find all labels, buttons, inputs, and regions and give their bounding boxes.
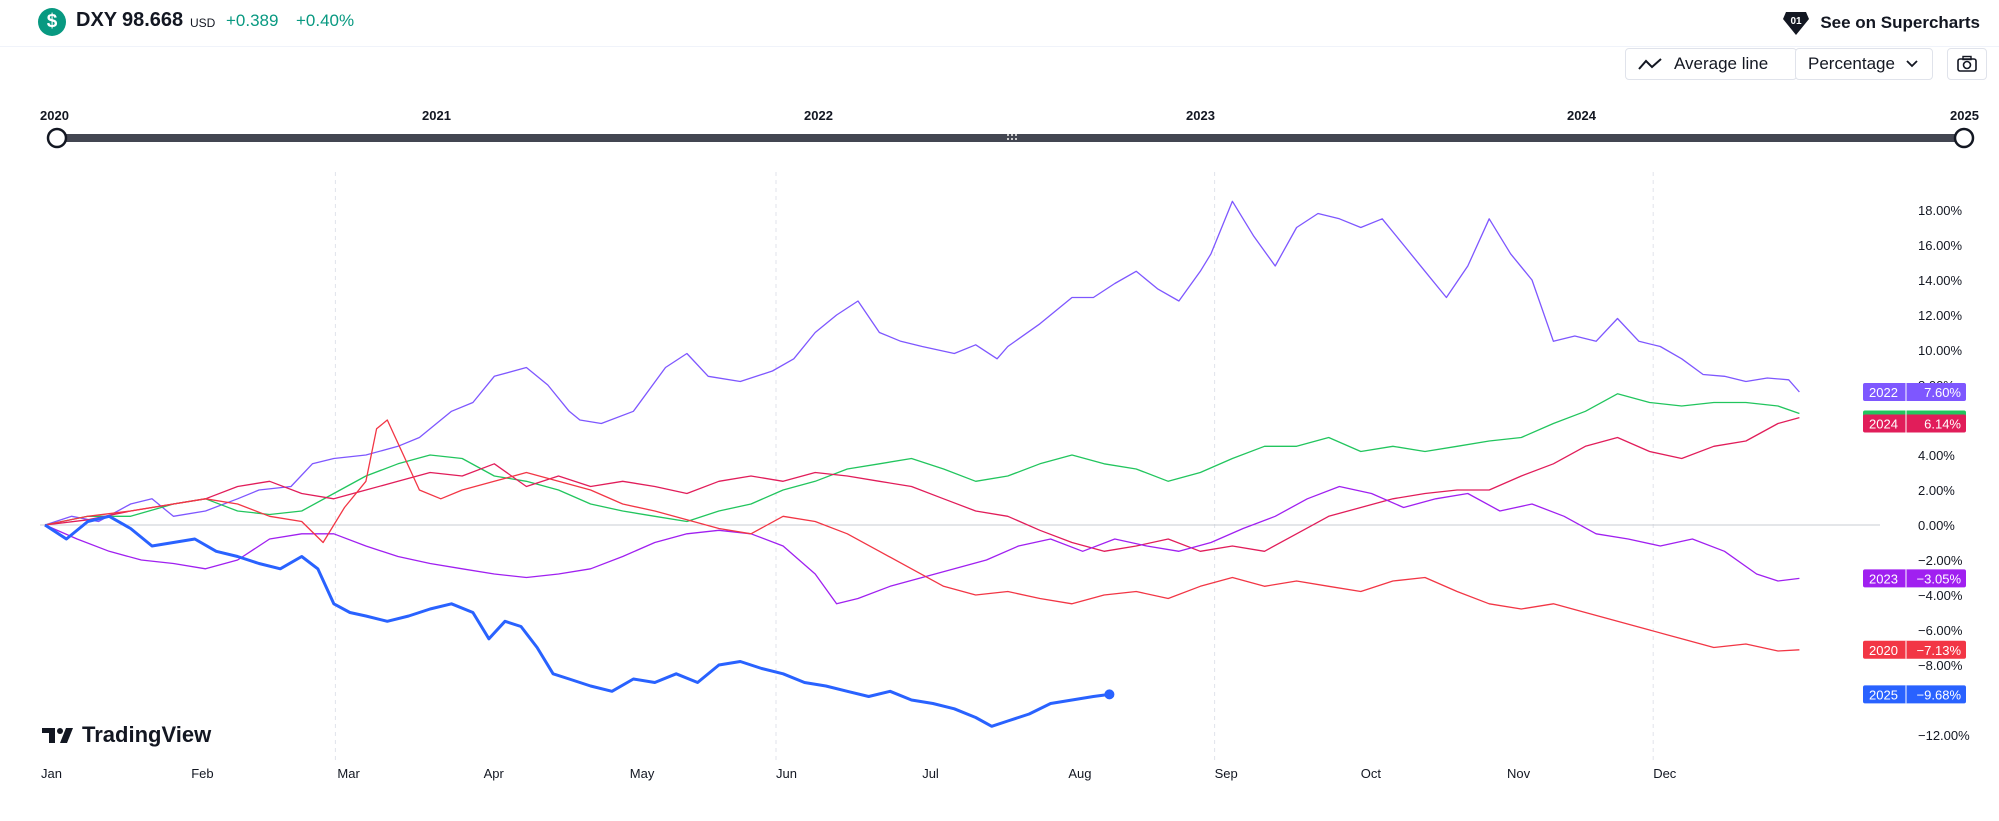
- y-axis-tick-label: 12.00%: [1918, 308, 1963, 323]
- y-axis-tick-label: −4.00%: [1918, 588, 1963, 603]
- x-axis-tick-label: Aug: [1068, 766, 1091, 781]
- series-tag-year: 2020: [1869, 643, 1898, 658]
- series-tag-2020: 2020 −7.13%: [1863, 640, 1966, 659]
- x-axis-tick-label: Dec: [1653, 766, 1677, 781]
- x-axis: Jan Feb Mar Apr May Jun Jul Aug Sep Oct Nov Dec: [41, 766, 1677, 781]
- series-line-2025: [44, 514, 1110, 728]
- series-tag-bg: [1863, 685, 1966, 704]
- series-tag-value: 7.60%: [1924, 385, 1961, 400]
- range-slider-grip-icon[interactable]: [1007, 134, 1017, 140]
- series-line-2021: [44, 393, 1800, 526]
- series-tag-bg: [1863, 383, 1966, 401]
- series-tag-bg: [1863, 640, 1966, 659]
- series-tag-value: −3.05%: [1917, 571, 1962, 586]
- series-endpoint-2025: [1104, 689, 1115, 700]
- year-range-slider[interactable]: [0, 124, 1999, 158]
- currency-symbol-icon: $: [38, 8, 66, 36]
- x-axis-tick-label: Jan: [41, 766, 62, 781]
- y-axis-tick-label: 18.00%: [1918, 203, 1963, 218]
- x-axis-tick-label: May: [630, 766, 655, 781]
- range-label-2020: 2020: [40, 108, 69, 123]
- x-axis-tick-label: Oct: [1361, 766, 1382, 781]
- price-currency: USD: [190, 16, 216, 30]
- series-tag-value: −7.13%: [1917, 643, 1962, 658]
- series-line-2024: [44, 416, 1800, 552]
- last-price: 98.668: [122, 9, 184, 31]
- range-slider-end-handle[interactable]: [1953, 127, 1975, 149]
- series-tag-year: 2022: [1869, 385, 1898, 400]
- y-axis-tick-label: −6.00%: [1918, 623, 1963, 638]
- supercharts-label: See on Supercharts: [1820, 13, 1980, 32]
- x-axis-tick-label: Mar: [337, 766, 360, 781]
- range-label-2023: 2023: [1186, 108, 1215, 123]
- series-tag-2022: 2022 7.60%: [1863, 383, 1966, 401]
- range-label-2025: 2025: [1950, 108, 1979, 123]
- x-axis-tick-label: Jun: [776, 766, 797, 781]
- series-tag-value: 6.14%: [1924, 417, 1961, 432]
- svg-text:01: 01: [1791, 16, 1803, 27]
- symbol-name[interactable]: DXY: [76, 9, 118, 31]
- snapshot-button[interactable]: [1947, 48, 1987, 80]
- series-line-2020: [44, 419, 1800, 652]
- y-axis-tick-label: −2.00%: [1918, 553, 1963, 568]
- series-tag-bg: [1863, 414, 1966, 433]
- series-tag-2025: 2025 −9.68%: [1863, 685, 1966, 704]
- series-tag-year: 2025: [1869, 687, 1898, 702]
- average-line-label: Average line: [1674, 54, 1769, 73]
- series-tag-bg: [1863, 569, 1966, 588]
- average-line-button[interactable]: Average line: [1625, 48, 1797, 80]
- y-axis-tick-label: 16.00%: [1918, 238, 1963, 253]
- scale-mode-dropdown[interactable]: Percentage: [1795, 48, 1933, 80]
- price-change: +0.389: [226, 11, 279, 30]
- series-tag-year: 2023: [1869, 571, 1898, 586]
- see-on-supercharts-link[interactable]: 01 See on Supercharts: [1782, 10, 1980, 36]
- x-axis-tick-label: Sep: [1215, 766, 1238, 781]
- y-axis: 18.00%16.00%14.00%12.00%10.00%8.00%4.00%…: [1918, 203, 1970, 743]
- x-axis-tick-label: Jul: [922, 766, 939, 781]
- series-tag-value: −9.68%: [1917, 687, 1962, 702]
- camera-icon: [1957, 55, 1977, 72]
- range-slider-track[interactable]: [56, 134, 1964, 142]
- tradingview-logo-text: TradingView: [82, 722, 212, 747]
- y-axis-tick-label: 10.00%: [1918, 343, 1963, 358]
- y-axis-tick-label: −12.00%: [1918, 728, 1970, 743]
- line-chart-icon: [1638, 58, 1662, 70]
- series-tag-year: 2024: [1869, 417, 1898, 432]
- y-axis-tick-label: −8.00%: [1918, 658, 1963, 673]
- series-line-2022: [44, 200, 1800, 526]
- range-label-2021: 2021: [422, 108, 451, 123]
- tradingview-logo: TradingView: [42, 722, 211, 748]
- series-line-2023: [44, 485, 1800, 605]
- range-label-2022: 2022: [804, 108, 833, 123]
- series-tag-2024: 2024 6.14%: [1863, 414, 1966, 433]
- y-axis-tick-label: 2.00%: [1918, 483, 1955, 498]
- x-axis-tick-label: Nov: [1507, 766, 1531, 781]
- series-tag-2023: 2023 −3.05%: [1863, 569, 1966, 588]
- x-axis-tick-label: Apr: [484, 766, 505, 781]
- range-slider-start-handle[interactable]: [46, 127, 68, 149]
- range-label-2024: 2024: [1567, 108, 1596, 123]
- scale-mode-label: Percentage: [1808, 54, 1895, 73]
- price-change-percent: +0.40%: [296, 11, 355, 30]
- x-axis-tick-label: Feb: [191, 766, 213, 781]
- chart-series: [44, 200, 1800, 728]
- tradingview-logo-icon: [42, 728, 73, 743]
- chart-grid: [334, 172, 1654, 760]
- series-value-tags: 20227.60%20216.37%20246.14%2023−3.05%202…: [1863, 383, 1966, 704]
- y-axis-tick-label: 4.00%: [1918, 448, 1955, 463]
- tv-diamond-icon: 01: [1783, 12, 1810, 35]
- y-axis-tick-label: 14.00%: [1918, 273, 1963, 288]
- chevron-down-icon: [1906, 60, 1918, 68]
- y-axis-tick-label: 0.00%: [1918, 518, 1955, 533]
- symbol-header: $ DXY 98.668 USD +0.389 +0.40% 01 See on…: [0, 0, 1999, 47]
